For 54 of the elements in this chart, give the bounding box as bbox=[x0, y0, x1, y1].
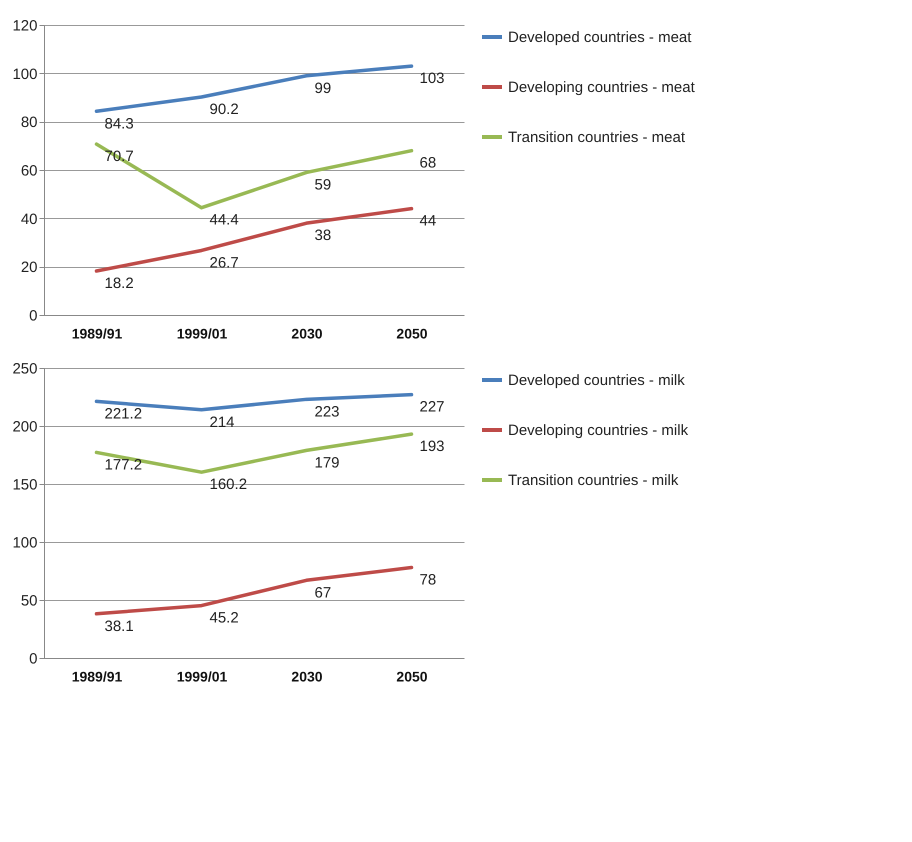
data-label: 45.2 bbox=[210, 610, 239, 627]
data-label: 59 bbox=[314, 176, 332, 194]
data-label: 223 bbox=[314, 403, 340, 420]
y-tick-label: 60 bbox=[20, 162, 38, 180]
x-tick-label: 2050 bbox=[396, 326, 428, 342]
y-tick-label: 250 bbox=[12, 360, 38, 378]
y-tick-label: 150 bbox=[12, 476, 38, 494]
data-label: 90.2 bbox=[210, 101, 239, 118]
line-series bbox=[94, 206, 414, 273]
y-tick-label: 100 bbox=[12, 66, 38, 83]
x-tick-label: 2030 bbox=[291, 326, 323, 342]
data-label: 179 bbox=[314, 454, 340, 472]
data-label: 67 bbox=[314, 584, 332, 602]
x-tick-label: 1999/01 bbox=[176, 326, 228, 342]
data-label: 38.1 bbox=[104, 618, 134, 635]
x-tick-label: 1989/91 bbox=[72, 326, 123, 342]
y-tick-label: 100 bbox=[12, 534, 38, 552]
data-label: 99 bbox=[314, 80, 332, 97]
data-label: 78 bbox=[420, 572, 436, 589]
y-tick-label: 20 bbox=[20, 259, 38, 276]
y-tick-label: 0 bbox=[29, 650, 38, 668]
y-tick-label: 120 bbox=[12, 18, 38, 34]
y-tick-label: 40 bbox=[20, 210, 38, 228]
y-tick-label: 200 bbox=[12, 418, 38, 436]
data-label: 44.4 bbox=[210, 212, 239, 229]
legend-label: Transition countries - milk bbox=[508, 472, 679, 489]
legend-label: Developed countries - meat bbox=[508, 29, 692, 46]
line-series bbox=[94, 64, 414, 114]
data-label: 18.2 bbox=[104, 275, 134, 292]
legend-label: Transition countries - meat bbox=[508, 129, 686, 146]
line-series bbox=[94, 432, 414, 474]
data-label: 26.7 bbox=[210, 254, 239, 272]
data-label: 44 bbox=[420, 212, 436, 230]
y-tick-label: 50 bbox=[20, 592, 38, 610]
data-label: 193 bbox=[420, 438, 445, 456]
data-label: 84.3 bbox=[104, 115, 134, 132]
data-label: 103 bbox=[420, 70, 445, 88]
x-tick-label: 2050 bbox=[396, 668, 428, 684]
data-label: 227 bbox=[420, 398, 445, 416]
x-tick-label: 1999/01 bbox=[176, 668, 228, 684]
data-label: 68 bbox=[420, 154, 436, 172]
y-tick-label: 0 bbox=[29, 308, 38, 324]
x-tick-label: 2030 bbox=[291, 668, 323, 684]
legend-label: Developing countries - milk bbox=[508, 422, 689, 439]
data-label: 214 bbox=[210, 414, 235, 431]
y-tick-label: 80 bbox=[20, 114, 38, 132]
legend-label: Developed countries - milk bbox=[508, 372, 686, 389]
line-series bbox=[94, 142, 414, 210]
data-label: 160.2 bbox=[210, 476, 248, 494]
x-tick-label: 1989/91 bbox=[72, 668, 123, 684]
legend-label: Developing countries - meat bbox=[508, 79, 696, 96]
data-label: 177.2 bbox=[104, 456, 142, 474]
data-label: 221.2 bbox=[104, 405, 142, 422]
data-label: 38 bbox=[314, 227, 332, 244]
